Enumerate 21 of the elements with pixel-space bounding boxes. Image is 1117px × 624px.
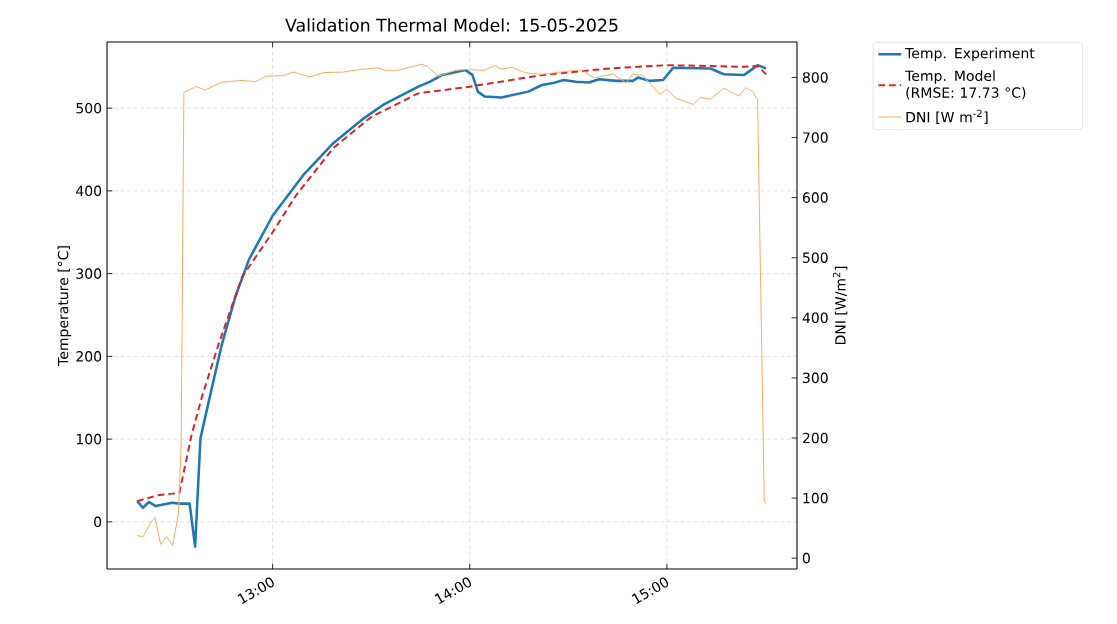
y2-axis-title: DNI [W/m$^{2}$] — [832, 266, 848, 345]
y2-tick-label: 200 — [802, 432, 828, 444]
y2-tick-label: 100 — [803, 492, 828, 504]
y-tick-label: 100 — [76, 433, 102, 445]
y2-tick-label: 400 — [802, 312, 828, 324]
y2-tick-label: 0 — [802, 552, 810, 564]
y-tick-label: 300 — [76, 268, 102, 279]
legend-label: Temp. Model (RMSE: 17.73 °C) — [905, 70, 1026, 100]
legend-label: DNI [W m$^{-2}$] — [906, 109, 988, 125]
chart-title: Validation Thermal Model: 15-05-2025 — [285, 18, 618, 32]
legend-label: Temp. Experiment — [905, 47, 1035, 62]
y-tick-label: 400 — [76, 185, 102, 197]
y2-tick-label: 600 — [802, 192, 828, 203]
y2-tick-label: 800 — [802, 72, 828, 83]
y2-tick-label: 300 — [803, 372, 828, 384]
y-axis-title: Temperature [°C] — [57, 246, 72, 366]
y-tick-label: 0 — [94, 516, 102, 528]
y-tick-label: 200 — [76, 351, 102, 362]
y2-tick-label: 500 — [803, 252, 828, 263]
y-tick-label: 500 — [76, 102, 102, 114]
y2-tick-label: 700 — [803, 132, 828, 143]
